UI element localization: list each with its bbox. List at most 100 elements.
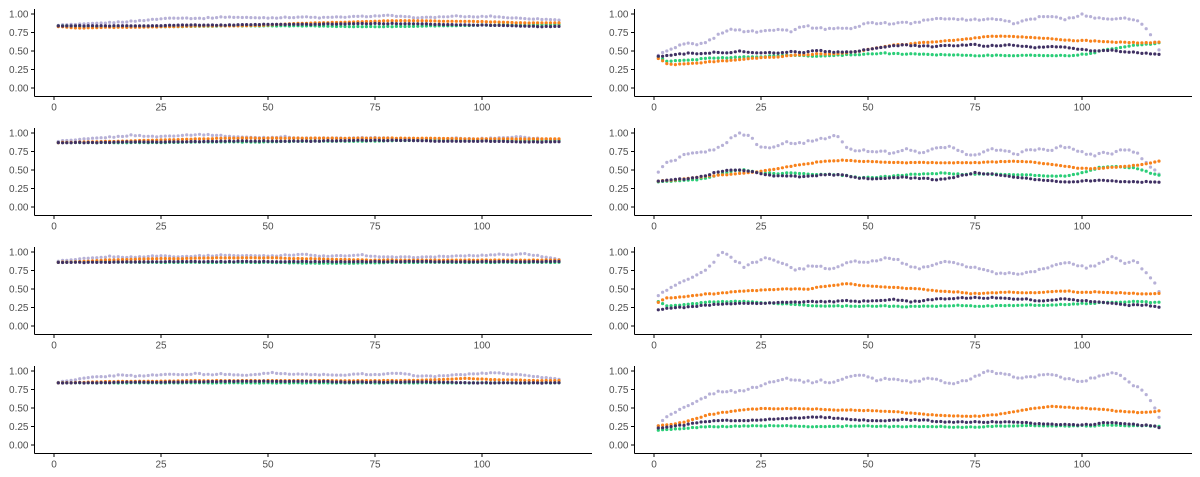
y-tick-label: 0.00 xyxy=(9,84,29,95)
scatter-plot-svg: 1.00 0.75 0.50 0.25 0.00 0 25 50 75 100 xyxy=(9,247,592,352)
y-tick-label: 0.00 xyxy=(9,203,29,214)
x-tick-label: 100 xyxy=(474,460,491,471)
y-tick-label: 0.50 xyxy=(609,47,629,58)
x-tick-label: 0 xyxy=(651,341,657,352)
y-tick-label: 1.00 xyxy=(609,10,629,21)
y-tick-label: 0.00 xyxy=(609,203,629,214)
y-tick-label: 0.50 xyxy=(609,404,629,415)
x-tick-label: 100 xyxy=(1074,460,1091,471)
plot-row4-left: 1.00 0.75 0.50 0.25 0.00 0 25 50 75 100 xyxy=(0,357,600,476)
series-orange xyxy=(656,404,1161,428)
series-purple xyxy=(656,295,1161,312)
series-lavender xyxy=(656,369,1161,428)
scatter-plot-svg: 1.00 0.75 0.50 0.25 0.00 0 25 50 75 100 xyxy=(9,128,592,233)
x-tick-label: 0 xyxy=(51,460,57,471)
x-tick-label: 75 xyxy=(369,341,381,352)
x-tick-label: 75 xyxy=(369,222,381,233)
plot-row2-right: 1.00 0.75 0.50 0.25 0.00 0 25 50 75 100 xyxy=(600,119,1200,238)
plot-row3-left: 1.00 0.75 0.50 0.25 0.00 0 25 50 75 100 xyxy=(0,238,600,357)
x-tick-label: 100 xyxy=(474,341,491,352)
x-tick-label: 25 xyxy=(155,222,167,233)
x-tick-label: 0 xyxy=(51,103,57,114)
scatter-plot-svg: 1.00 0.75 0.50 0.25 0.00 0 25 50 75 100 xyxy=(609,9,1192,114)
y-tick-label: 1.00 xyxy=(609,248,629,259)
scatter-plot-svg: 1.00 0.75 0.50 0.25 0.00 0 25 50 75 100 xyxy=(609,128,1192,233)
series-purple xyxy=(656,415,1161,430)
x-tick-label: 100 xyxy=(1074,103,1091,114)
x-tick-label: 25 xyxy=(155,460,167,471)
y-tick-label: 0.75 xyxy=(609,28,629,39)
y-tick-label: 0.25 xyxy=(609,65,629,76)
scatter-plot-svg: 1.00 0.75 0.50 0.25 0.00 0 25 50 75 100 xyxy=(609,366,1192,471)
y-tick-label: 0.00 xyxy=(609,84,629,95)
x-tick-label: 75 xyxy=(369,460,381,471)
series-purple xyxy=(656,42,1161,58)
series-lavender xyxy=(56,252,561,263)
x-tick-label: 100 xyxy=(474,222,491,233)
y-tick-label: 1.00 xyxy=(9,248,29,259)
x-tick-label: 75 xyxy=(969,222,981,233)
y-tick-label: 0.75 xyxy=(9,28,29,39)
x-tick-label: 50 xyxy=(262,460,274,471)
y-tick-label: 0.25 xyxy=(9,184,29,195)
x-tick-label: 25 xyxy=(755,341,767,352)
scatter-plot-svg: 1.00 0.75 0.50 0.25 0.00 0 25 50 75 100 xyxy=(9,366,592,471)
scatter-plot-svg: 1.00 0.75 0.50 0.25 0.00 0 25 50 75 100 xyxy=(9,9,592,114)
x-tick-label: 25 xyxy=(155,103,167,114)
x-tick-label: 50 xyxy=(262,222,274,233)
x-tick-label: 75 xyxy=(969,103,981,114)
series-orange xyxy=(656,282,1161,304)
x-tick-label: 50 xyxy=(862,222,874,233)
x-tick-label: 100 xyxy=(1074,222,1091,233)
series-lavender xyxy=(656,250,1161,298)
y-tick-label: 0.75 xyxy=(609,385,629,396)
y-tick-label: 1.00 xyxy=(609,367,629,378)
y-tick-label: 0.25 xyxy=(9,65,29,76)
x-tick-label: 50 xyxy=(862,460,874,471)
series-lavender xyxy=(656,12,1161,57)
scatter-plot-svg: 1.00 0.75 0.50 0.25 0.00 0 25 50 75 100 xyxy=(609,247,1192,352)
plot-row1-left: 1.00 0.75 0.50 0.25 0.00 0 25 50 75 100 xyxy=(0,0,600,119)
x-tick-label: 100 xyxy=(474,103,491,114)
x-tick-label: 100 xyxy=(1074,341,1091,352)
y-tick-label: 0.50 xyxy=(9,285,29,296)
x-tick-label: 25 xyxy=(755,103,767,114)
series-lavender xyxy=(656,131,1161,176)
series-purple xyxy=(56,21,561,29)
y-tick-label: 0.00 xyxy=(609,322,629,333)
y-tick-label: 0.75 xyxy=(9,266,29,277)
y-tick-label: 1.00 xyxy=(9,367,29,378)
x-tick-label: 75 xyxy=(969,460,981,471)
x-tick-label: 75 xyxy=(969,341,981,352)
series-purple xyxy=(56,138,561,145)
plot-row2-left: 1.00 0.75 0.50 0.25 0.00 0 25 50 75 100 xyxy=(0,119,600,238)
x-tick-label: 0 xyxy=(51,222,57,233)
x-tick-label: 50 xyxy=(262,103,274,114)
series-purple xyxy=(56,259,561,265)
y-tick-label: 0.75 xyxy=(9,385,29,396)
plot-row3-right: 1.00 0.75 0.50 0.25 0.00 0 25 50 75 100 xyxy=(600,238,1200,357)
y-tick-label: 0.50 xyxy=(9,404,29,415)
x-tick-label: 25 xyxy=(755,460,767,471)
x-tick-label: 0 xyxy=(651,103,657,114)
x-tick-label: 25 xyxy=(755,222,767,233)
y-tick-label: 1.00 xyxy=(609,129,629,140)
y-tick-label: 0.50 xyxy=(9,166,29,177)
y-tick-label: 0.75 xyxy=(609,266,629,277)
y-tick-label: 0.25 xyxy=(609,303,629,314)
y-tick-label: 0.00 xyxy=(9,322,29,333)
y-tick-label: 0.25 xyxy=(9,422,29,433)
plot-row1-right: 1.00 0.75 0.50 0.25 0.00 0 25 50 75 100 xyxy=(600,0,1200,119)
y-tick-label: 0.25 xyxy=(9,303,29,314)
x-tick-label: 50 xyxy=(862,103,874,114)
y-tick-label: 0.75 xyxy=(9,147,29,158)
y-tick-label: 1.00 xyxy=(9,129,29,140)
y-tick-label: 0.00 xyxy=(609,441,629,452)
y-tick-label: 1.00 xyxy=(9,10,29,21)
x-tick-label: 50 xyxy=(862,341,874,352)
y-tick-label: 0.50 xyxy=(609,166,629,177)
y-tick-label: 0.25 xyxy=(609,422,629,433)
x-tick-label: 0 xyxy=(651,460,657,471)
x-tick-label: 0 xyxy=(51,341,57,352)
